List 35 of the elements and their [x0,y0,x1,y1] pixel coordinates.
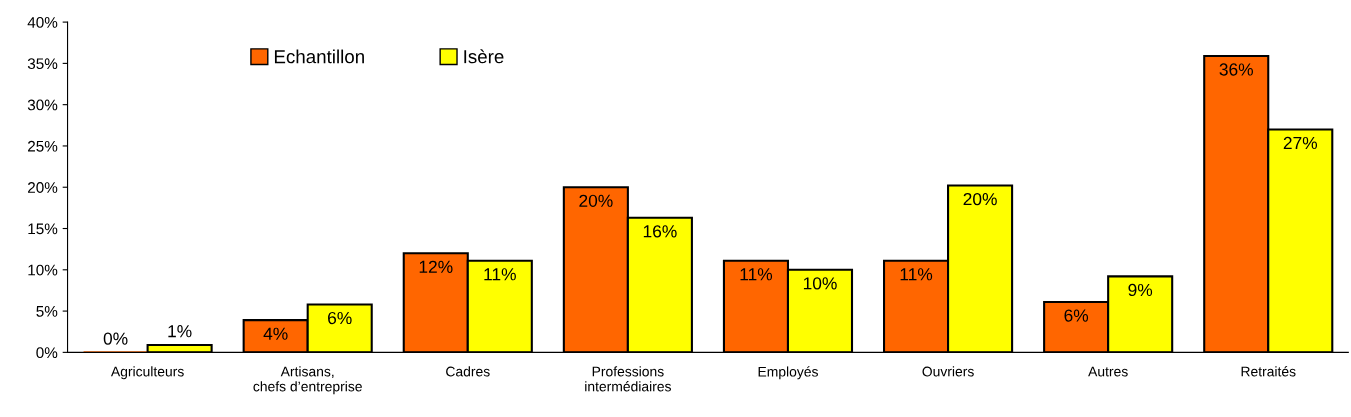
y-tick-label: 25% [28,140,58,152]
data-label: 4% [263,327,288,340]
x-tick-label: Retraités [1241,366,1296,377]
y-tick-label: 10% [28,264,58,276]
data-label: 1% [168,325,192,338]
data-label: 9% [1128,283,1153,297]
y-tick-label: 35% [27,58,58,70]
x-tick-label: Cadres [446,366,490,377]
x-tick-label: Agriculteurs [110,366,184,380]
data-label: 12% [419,260,453,273]
x-tick-label: Ouvriers [922,366,974,377]
y-tick-label: 0% [36,347,58,359]
legend-label: Isère [464,49,504,64]
data-label: 11% [900,268,933,281]
data-label: 20% [579,194,613,207]
data-label: 27% [1283,136,1318,150]
data-label: 36% [1219,63,1253,76]
legend-label: Echantillon [274,49,364,64]
y-tick-label: 30% [27,99,58,111]
y-tick-label: 20% [28,182,58,193]
x-tick-label: Employés [758,366,818,380]
y-tick-label: 15% [28,223,58,235]
x-tick-label: Autres [1088,366,1128,377]
data-label: 16% [643,225,677,238]
y-tick-label: 5% [36,306,58,317]
data-label: 11% [740,268,773,281]
data-label: 6% [1064,309,1089,322]
data-label: 0% [103,332,128,345]
data-label: 10% [803,277,837,290]
data-label: 6% [328,311,352,325]
x-tick-label: Professions intermédiaires [585,366,671,392]
data-label: 11% [484,268,516,281]
x-tick-label: Artisans, chefs d’entreprise [253,366,362,395]
data-label: 20% [963,192,997,206]
y-tick-label: 40% [27,16,58,28]
